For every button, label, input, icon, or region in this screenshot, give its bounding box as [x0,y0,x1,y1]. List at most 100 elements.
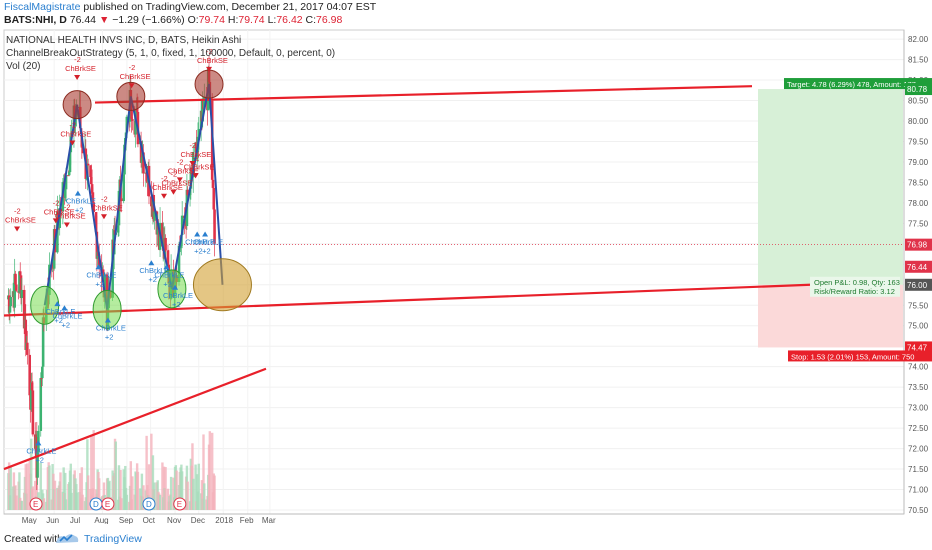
candle-body [41,366,44,379]
long-arrow-icon [95,264,102,270]
candle-body [22,289,26,329]
candle-body [14,273,17,285]
volume-bar [120,498,123,510]
plus-two-label: +2 [54,316,63,325]
volume-bar [129,461,133,510]
volume-bar [7,462,11,510]
tradingview-brand[interactable]: TradingView [84,533,142,545]
projection-circle [192,258,252,312]
event-marker-icon[interactable] [101,497,115,511]
tradingview-logo-icon [56,534,79,543]
long-signal-label: ChBrkLE [154,270,184,279]
long-arrow-icon [163,264,170,270]
change-down-icon: ▼ [98,14,110,26]
candle-body [91,192,95,203]
plus-two-label: +2 [163,279,172,288]
y-tick-label: 82.00 [908,35,929,44]
price-axis-tag [905,341,932,354]
volume-bar [98,478,101,510]
x-tick-label: Nov [167,516,181,524]
volume-bar [147,464,151,510]
short-signal-label: ChBrkSE [152,183,183,192]
short-arrow-icon [63,222,70,228]
c-label: C: [305,14,317,26]
author-link[interactable]: FiscalMagistrate [4,1,81,13]
minus-two-label: -2 [193,153,200,162]
minus-two-label: -2 [189,141,196,150]
candle-body [14,284,18,291]
candle-body [116,225,120,233]
chart-frame[interactable]: ChBrkSE -2 ChBrkSE -2 ChBrkSE -2 ChBrkSE -2 ChBr… [0,26,932,525]
price-chart[interactable]: ChBrkSE-2 ChBrkSE-2ChBrkSE-2ChBrkSE-2ChBr… [0,26,932,525]
y-tick-label: 79.00 [908,158,929,167]
volume-bar [31,486,35,510]
short-signal-label: ChBrkSE [184,162,215,171]
short-signal-label: ChBrkSE [197,56,228,65]
candle-body [30,382,34,391]
volume-bar [39,462,42,510]
candle-body [40,378,43,380]
plus-two-label: +2 [148,275,157,284]
volume-bars [7,430,216,510]
candle-body [74,116,77,127]
candle-body [94,212,98,232]
volume-bar [191,443,194,510]
y-tick-label: 80.50 [908,97,929,106]
event-marker-icon[interactable] [29,497,43,511]
volume-bar [75,492,79,510]
y-tick-label: 78.50 [908,178,929,187]
long-signal-label: ChBrkLE [96,324,126,333]
y-tick-label: 75.50 [908,301,929,310]
volume-bar [114,441,118,510]
candle-body [39,378,43,431]
candle-body [85,178,88,180]
volume-bar [9,466,12,510]
candle-body [111,239,114,298]
publish-line: FiscalMagistrate published on TradingVie… [4,1,376,13]
volume-bar [172,477,175,510]
short-arrow-icon [206,66,213,72]
volume-bar [164,467,167,510]
candle-body [18,271,21,293]
price-axis-tag-label: 80.78 [907,85,928,94]
minus-two-label: -2 [170,170,177,179]
volume-bar [64,472,67,510]
legend-strategy: ChannelBreakOutStrategy (5, 1, 0, fixed,… [6,48,336,59]
short-arrow-icon [189,161,196,167]
short-arrow-icon [161,193,167,199]
y-tick-label: 77.50 [908,219,929,228]
x-tick-label: Dec [191,516,205,524]
lower-channel-line [3,283,811,317]
candle-body [89,165,92,178]
y-tick-label: 75.00 [908,322,929,331]
time-axis[interactable]: May Jun Jul Aug Sep Oct Nov Dec 2018 Feb Mar [4,513,904,525]
minus-two-label: -2 [64,202,71,211]
plus-two-label: +2 [35,455,44,464]
short-arrow-icon [100,214,107,220]
plus-two-label: +2 [61,320,70,329]
volume-bar [34,480,37,510]
candle-body [134,117,137,135]
candle-body [135,108,138,118]
short-arrow-icon [170,189,177,195]
candle-body [29,382,33,410]
volume-bar [153,482,156,510]
candle-body [90,184,94,193]
candle-body [135,108,139,112]
candle-body [142,152,145,174]
candle-body [63,189,67,198]
h-value: 79.74 [238,14,265,26]
price-axis[interactable]: 82.0081.5081.0080.5080.0079.5079.0078.50… [784,30,932,515]
event-marker-icon[interactable] [142,497,156,511]
volume-bar [69,463,72,510]
upper-channel-line [94,85,753,104]
long-arrow-icon [54,301,61,307]
volume-bar [194,464,197,510]
plus-two-label: +2 [172,300,181,309]
l-label: L: [267,14,277,26]
candle-body [68,152,72,173]
y-tick-label: 81.50 [908,56,929,65]
long-signal-label: ChBrkLE [45,307,75,316]
event-marker-icon[interactable] [173,497,187,511]
y-tick-label: 71.50 [908,465,929,474]
